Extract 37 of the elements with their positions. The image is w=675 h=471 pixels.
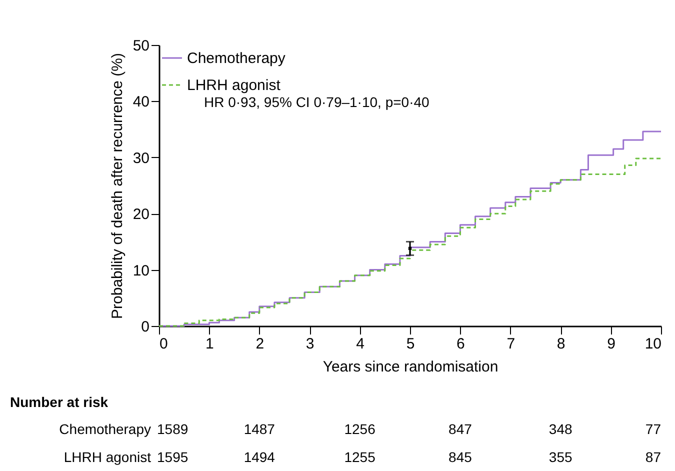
text: 845 [448,449,472,465]
x-tick-label: 5 [406,336,415,352]
text: Chemotherapy [59,421,151,437]
x-tick-label: 3 [306,336,314,352]
text: 1494 [244,449,276,465]
y-tick-label: 50 [132,38,150,54]
x-tick-label: 9 [607,336,616,352]
text: 355 [548,449,572,465]
text: 1487 [244,421,276,437]
text: 1255 [344,449,376,465]
x-tick-label: 8 [556,336,566,352]
text: 1256 [344,421,376,437]
x-tick-label: 7 [506,336,516,352]
x-tick-label: 6 [456,336,465,352]
y-tick-label: 10 [132,262,150,280]
text: Number at risk [10,394,108,410]
text: 1595 [157,449,188,465]
text: 77 [645,421,662,437]
x-tick-label: 2 [256,336,264,352]
x-tick-label: 1 [206,336,214,352]
text: 847 [448,421,472,437]
y-axis-title: Probability of death after recurrence (%) [108,53,126,319]
legend-label: Chemotherapy [187,50,286,67]
text: 348 [548,421,572,437]
x-axis-title: Years since randomisation [322,358,498,376]
annotation: HR 0·93, 95% CI 0·79–1·10, p=0·40 [204,94,430,110]
y-tick-label: 0 [141,318,150,336]
y-tick-label: 20 [132,206,150,224]
y-tick-label: 40 [132,94,150,111]
text: 1589 [157,421,188,437]
x-tick-label: 0 [160,336,168,352]
text: 87 [645,449,662,465]
text: LHRH agonist [64,449,152,465]
x-tick-label: 10 [644,336,662,352]
y-tick-label: 30 [132,150,150,167]
x-tick-label: 4 [356,336,364,352]
legend-label: LHRH agonist [187,77,282,94]
